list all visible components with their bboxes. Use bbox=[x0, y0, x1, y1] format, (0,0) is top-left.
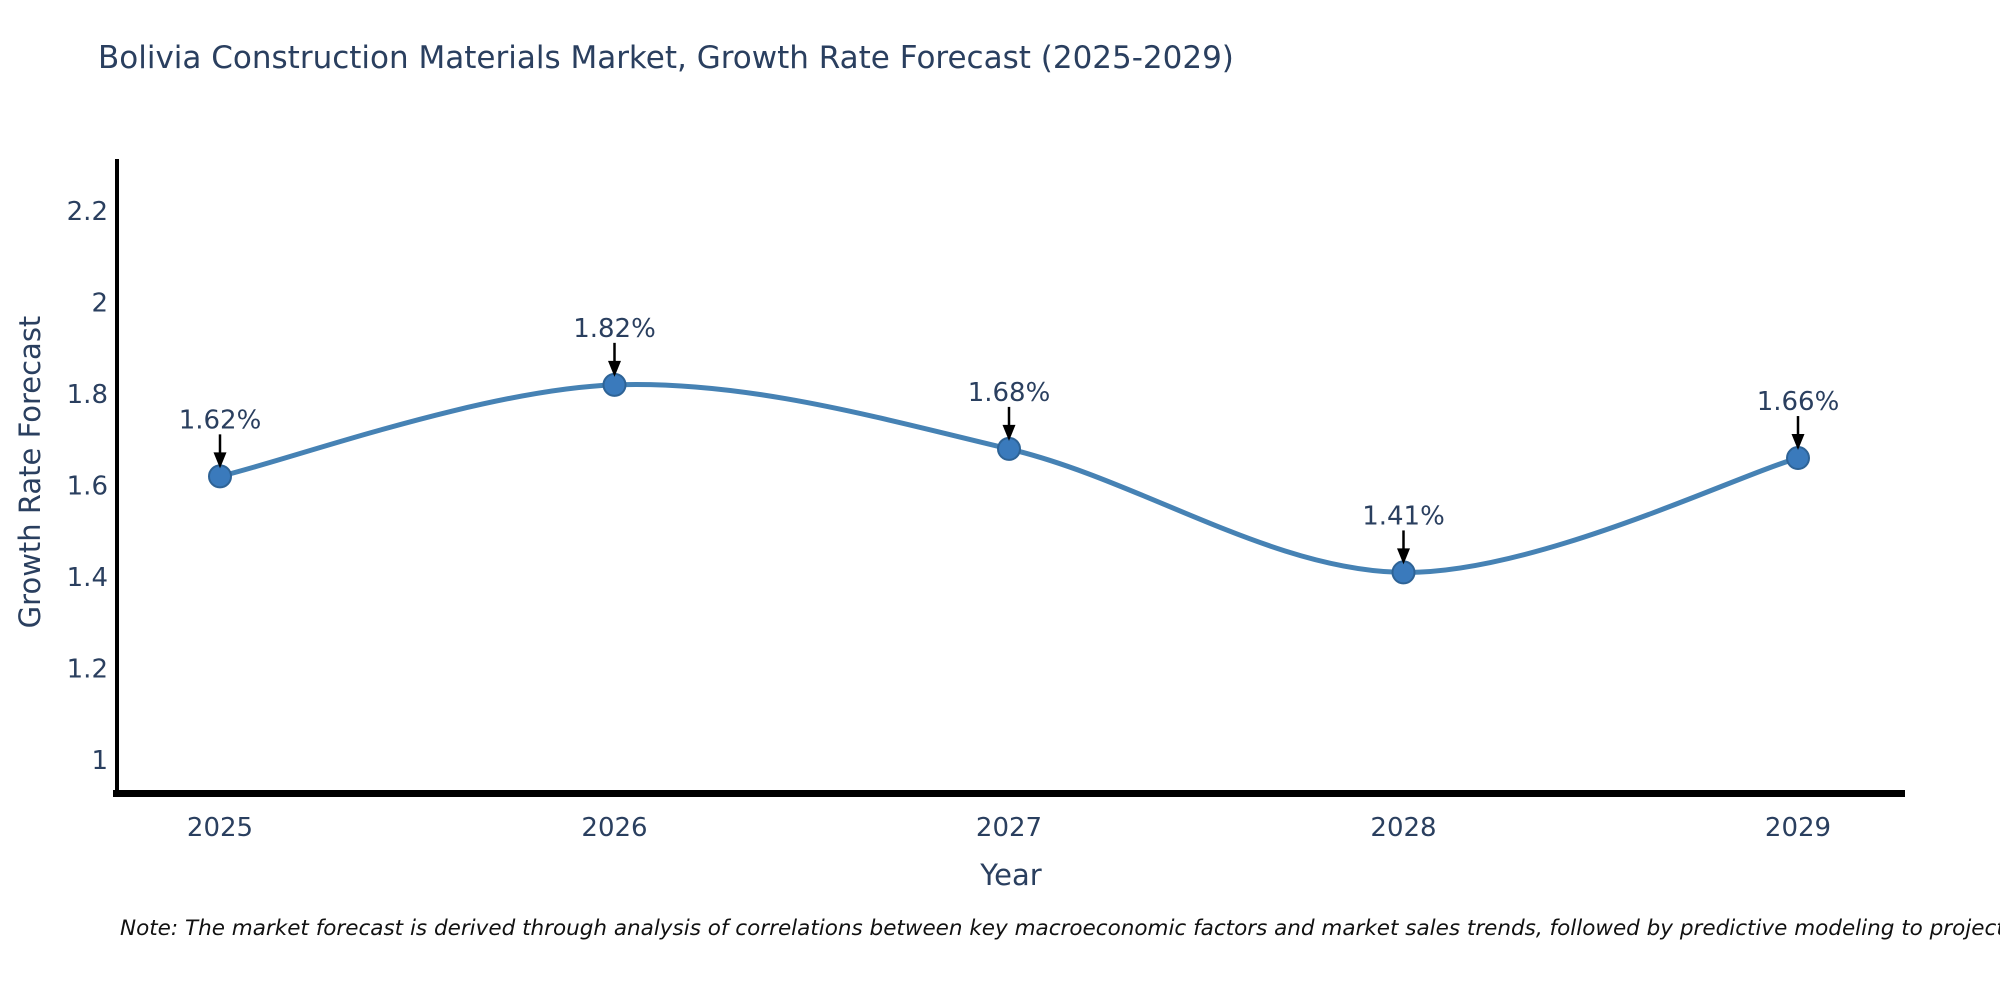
x-tick-label: 2029 bbox=[1765, 813, 1831, 843]
data-point-label: 1.62% bbox=[179, 405, 262, 435]
data-point-marker bbox=[1391, 560, 1416, 585]
annotation-arrowhead bbox=[608, 360, 621, 377]
data-point-label: 1.82% bbox=[573, 314, 656, 344]
data-point-marker bbox=[602, 372, 627, 397]
y-tick-label: 1.4 bbox=[67, 563, 108, 593]
annotation-arrowhead bbox=[1002, 424, 1016, 441]
y-tick-label: 1.2 bbox=[67, 655, 108, 685]
annotation-arrowhead bbox=[1397, 548, 1410, 565]
y-axis-title: Growth Rate Forecast bbox=[13, 315, 47, 629]
y-tick-label: 2 bbox=[91, 289, 108, 319]
y-tick-label: 1 bbox=[91, 746, 108, 776]
data-point-label: 1.68% bbox=[968, 378, 1051, 408]
y-tick-label: 1.8 bbox=[67, 380, 108, 410]
data-point-label: 1.41% bbox=[1362, 501, 1445, 531]
x-tick-label: 2025 bbox=[187, 813, 253, 843]
data-point-label: 1.66% bbox=[1757, 387, 1840, 417]
x-tick-label: 2026 bbox=[581, 813, 647, 843]
y-tick-label: 2.2 bbox=[67, 197, 108, 227]
x-tick-label: 2028 bbox=[1370, 813, 1436, 843]
data-point-marker bbox=[997, 436, 1021, 461]
x-axis-title: Year bbox=[980, 858, 1042, 892]
x-tick-label: 2027 bbox=[976, 813, 1042, 843]
data-point-marker bbox=[1786, 446, 1810, 471]
y-tick-label: 1.6 bbox=[67, 472, 108, 502]
chart-title: Bolivia Construction Materials Market, G… bbox=[98, 40, 1234, 76]
data-point-marker bbox=[208, 464, 232, 489]
annotation-arrowhead bbox=[1791, 434, 1805, 451]
footnote: Note: The market forecast is derived thr… bbox=[120, 916, 2000, 941]
annotation-arrowhead bbox=[213, 452, 227, 469]
